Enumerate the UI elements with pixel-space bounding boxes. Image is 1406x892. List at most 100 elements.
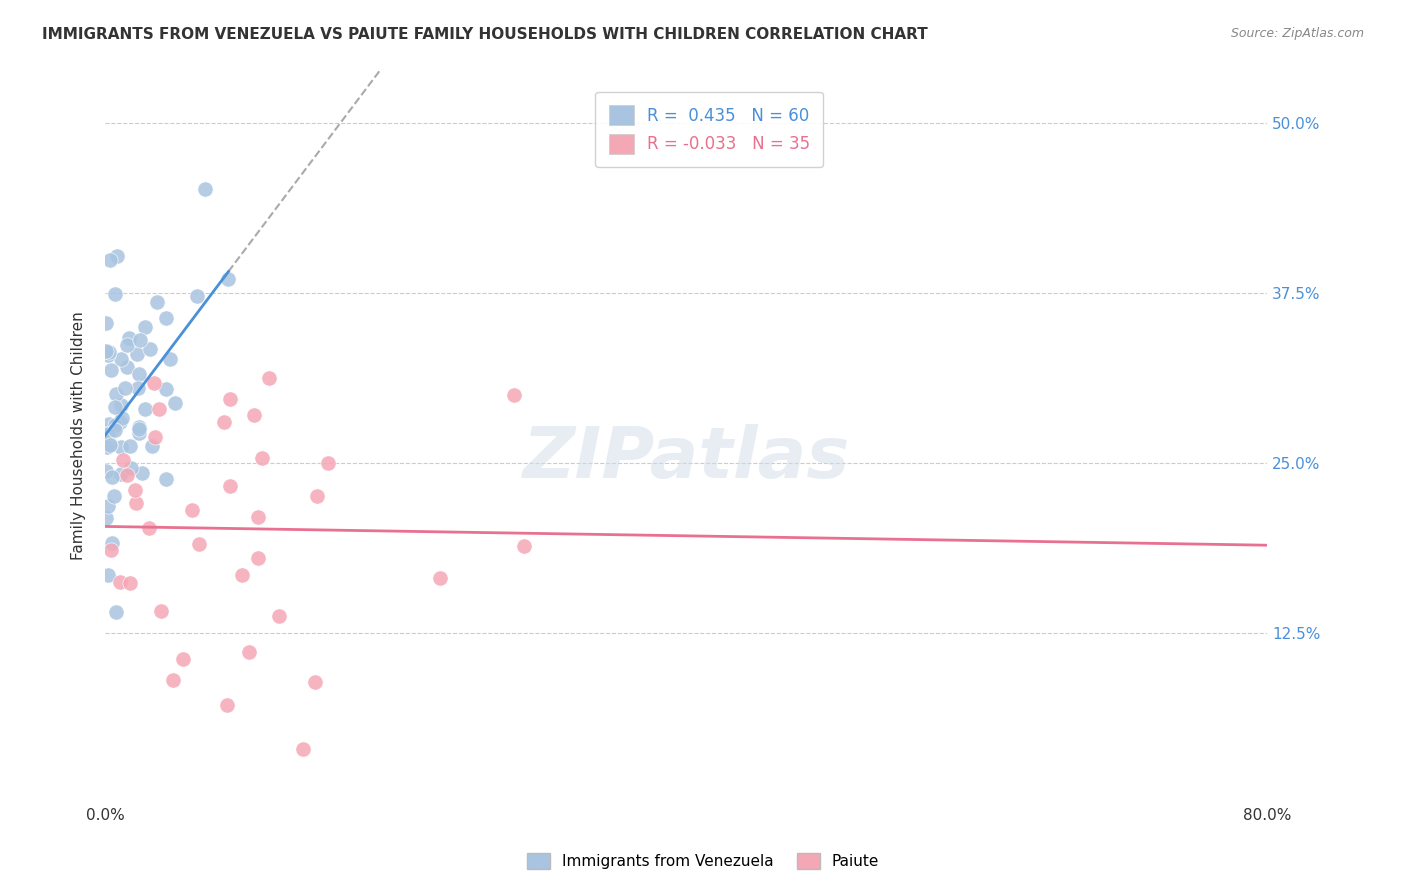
Point bbox=[128, 368, 150, 382]
Point bbox=[186, 289, 208, 303]
Point bbox=[304, 674, 326, 689]
Legend: Immigrants from Venezuela, Paiute: Immigrants from Venezuela, Paiute bbox=[520, 847, 886, 875]
Point bbox=[502, 388, 524, 402]
Point bbox=[98, 345, 121, 359]
Point bbox=[305, 489, 328, 503]
Point bbox=[212, 415, 235, 429]
Point bbox=[141, 439, 163, 453]
Point bbox=[110, 351, 132, 366]
Point bbox=[134, 319, 156, 334]
Point bbox=[291, 742, 314, 756]
Point bbox=[127, 347, 149, 361]
Point bbox=[100, 423, 122, 437]
Point bbox=[97, 567, 120, 582]
Point bbox=[97, 426, 120, 441]
Point bbox=[128, 420, 150, 434]
Point bbox=[96, 464, 118, 478]
Point bbox=[110, 441, 132, 455]
Point bbox=[97, 499, 120, 513]
Point bbox=[100, 252, 122, 267]
Point bbox=[194, 182, 217, 196]
Point bbox=[242, 408, 264, 422]
Point bbox=[110, 467, 132, 481]
Point bbox=[138, 521, 160, 535]
Point bbox=[103, 417, 125, 432]
Point bbox=[159, 351, 181, 366]
Point bbox=[98, 438, 121, 452]
Point bbox=[96, 343, 118, 358]
Point bbox=[96, 440, 118, 454]
Text: Source: ZipAtlas.com: Source: ZipAtlas.com bbox=[1230, 27, 1364, 40]
Point bbox=[139, 342, 162, 356]
Point bbox=[98, 417, 121, 432]
Point bbox=[125, 496, 148, 510]
Point bbox=[101, 470, 124, 484]
Point bbox=[104, 387, 127, 401]
Point bbox=[429, 571, 451, 585]
Point bbox=[120, 461, 142, 475]
Point bbox=[215, 698, 238, 712]
Point bbox=[118, 331, 141, 345]
Point bbox=[103, 489, 125, 503]
Point bbox=[148, 402, 170, 417]
Point bbox=[127, 380, 149, 394]
Point bbox=[115, 338, 138, 352]
Point bbox=[110, 398, 132, 412]
Point bbox=[181, 502, 204, 516]
Point bbox=[100, 543, 122, 558]
Point bbox=[238, 645, 260, 659]
Point bbox=[128, 422, 150, 436]
Point bbox=[163, 396, 186, 410]
Text: IMMIGRANTS FROM VENEZUELA VS PAIUTE FAMILY HOUSEHOLDS WITH CHILDREN CORRELATION : IMMIGRANTS FROM VENEZUELA VS PAIUTE FAMI… bbox=[42, 27, 928, 42]
Point bbox=[131, 467, 153, 481]
Point bbox=[143, 430, 166, 444]
Point bbox=[96, 316, 118, 330]
Point bbox=[316, 457, 339, 471]
Point bbox=[105, 249, 128, 263]
Point bbox=[172, 652, 194, 666]
Point bbox=[114, 381, 136, 395]
Point bbox=[96, 426, 118, 441]
Point bbox=[250, 451, 273, 466]
Point bbox=[257, 371, 280, 385]
Point bbox=[162, 673, 184, 688]
Point bbox=[104, 401, 127, 415]
Point bbox=[118, 576, 141, 591]
Point bbox=[104, 287, 127, 301]
Point bbox=[98, 437, 121, 451]
Text: ZIPatlas: ZIPatlas bbox=[523, 424, 849, 492]
Point bbox=[118, 439, 141, 453]
Point bbox=[155, 472, 177, 486]
Point bbox=[128, 425, 150, 440]
Point bbox=[134, 402, 156, 417]
Point bbox=[108, 575, 131, 590]
Point bbox=[155, 382, 177, 396]
Point bbox=[218, 479, 240, 493]
Point bbox=[97, 347, 120, 361]
Point bbox=[111, 411, 134, 425]
Point bbox=[115, 468, 138, 483]
Point bbox=[100, 536, 122, 550]
Point bbox=[129, 334, 152, 348]
Y-axis label: Family Households with Children: Family Households with Children bbox=[72, 311, 86, 560]
Point bbox=[108, 415, 131, 429]
Point bbox=[117, 360, 139, 375]
Legend: R =  0.435   N = 60, R = -0.033   N = 35: R = 0.435 N = 60, R = -0.033 N = 35 bbox=[595, 92, 824, 167]
Point bbox=[187, 537, 209, 551]
Point bbox=[105, 605, 128, 619]
Point bbox=[124, 483, 146, 498]
Point bbox=[247, 551, 270, 566]
Point bbox=[146, 294, 169, 309]
Point bbox=[104, 423, 127, 437]
Point bbox=[112, 452, 135, 467]
Point bbox=[231, 568, 253, 582]
Point bbox=[96, 510, 118, 524]
Point bbox=[247, 510, 270, 524]
Point bbox=[149, 604, 172, 618]
Point bbox=[155, 310, 177, 325]
Point bbox=[143, 376, 166, 391]
Point bbox=[513, 539, 536, 553]
Point bbox=[100, 362, 122, 376]
Point bbox=[267, 609, 290, 624]
Point bbox=[218, 272, 240, 286]
